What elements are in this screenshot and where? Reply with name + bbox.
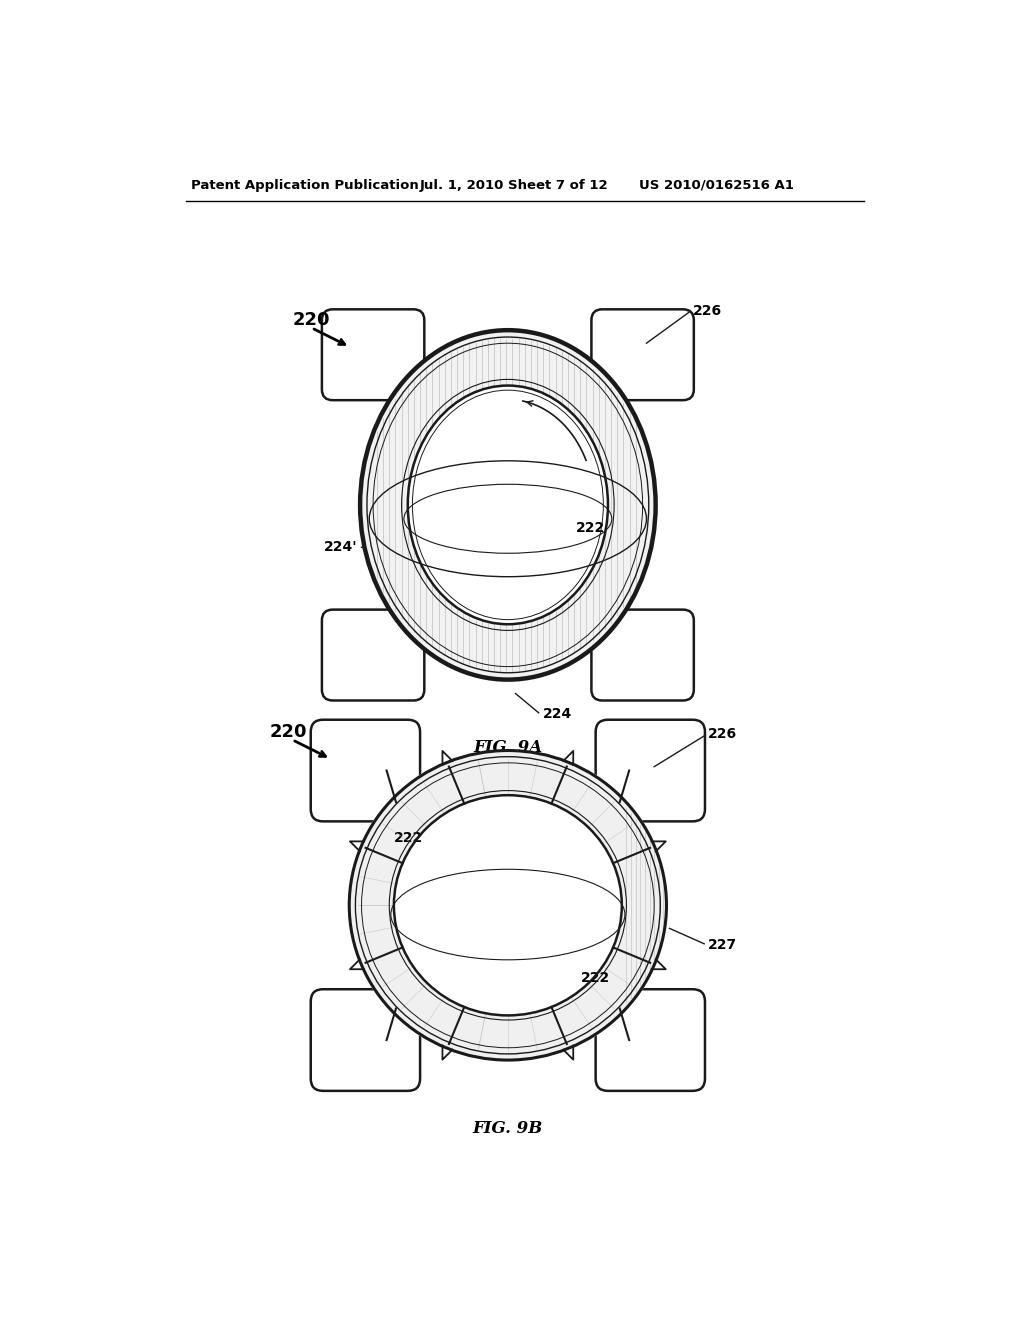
Text: Jul. 1, 2010: Jul. 1, 2010: [419, 178, 504, 191]
Text: 222: 222: [394, 832, 423, 845]
Ellipse shape: [348, 748, 668, 1061]
Text: 227: 227: [708, 939, 737, 952]
Text: Patent Application Publication: Patent Application Publication: [190, 178, 419, 191]
Text: 224: 224: [543, 708, 571, 721]
Text: US 2010/0162516 A1: US 2010/0162516 A1: [639, 178, 794, 191]
FancyBboxPatch shape: [310, 989, 420, 1090]
FancyBboxPatch shape: [322, 610, 424, 701]
Text: FIG. 9A: FIG. 9A: [473, 739, 543, 756]
FancyBboxPatch shape: [322, 309, 424, 400]
Text: 220: 220: [269, 723, 306, 741]
Text: FIG. 9B: FIG. 9B: [473, 1121, 543, 1137]
Text: Sheet 7 of 12: Sheet 7 of 12: [508, 178, 607, 191]
Text: 222: 222: [575, 521, 605, 535]
FancyBboxPatch shape: [596, 719, 705, 821]
Ellipse shape: [360, 331, 655, 678]
FancyBboxPatch shape: [592, 610, 694, 701]
Text: 222: 222: [581, 972, 610, 986]
Text: 220: 220: [292, 312, 330, 329]
FancyBboxPatch shape: [310, 719, 420, 821]
Ellipse shape: [349, 751, 667, 1060]
Text: 226: 226: [692, 304, 722, 318]
Ellipse shape: [394, 795, 622, 1015]
FancyBboxPatch shape: [592, 309, 694, 400]
Ellipse shape: [410, 387, 606, 623]
FancyBboxPatch shape: [596, 989, 705, 1090]
Text: 224': 224': [324, 540, 357, 554]
Ellipse shape: [359, 330, 656, 681]
Text: 226: 226: [708, 726, 737, 741]
